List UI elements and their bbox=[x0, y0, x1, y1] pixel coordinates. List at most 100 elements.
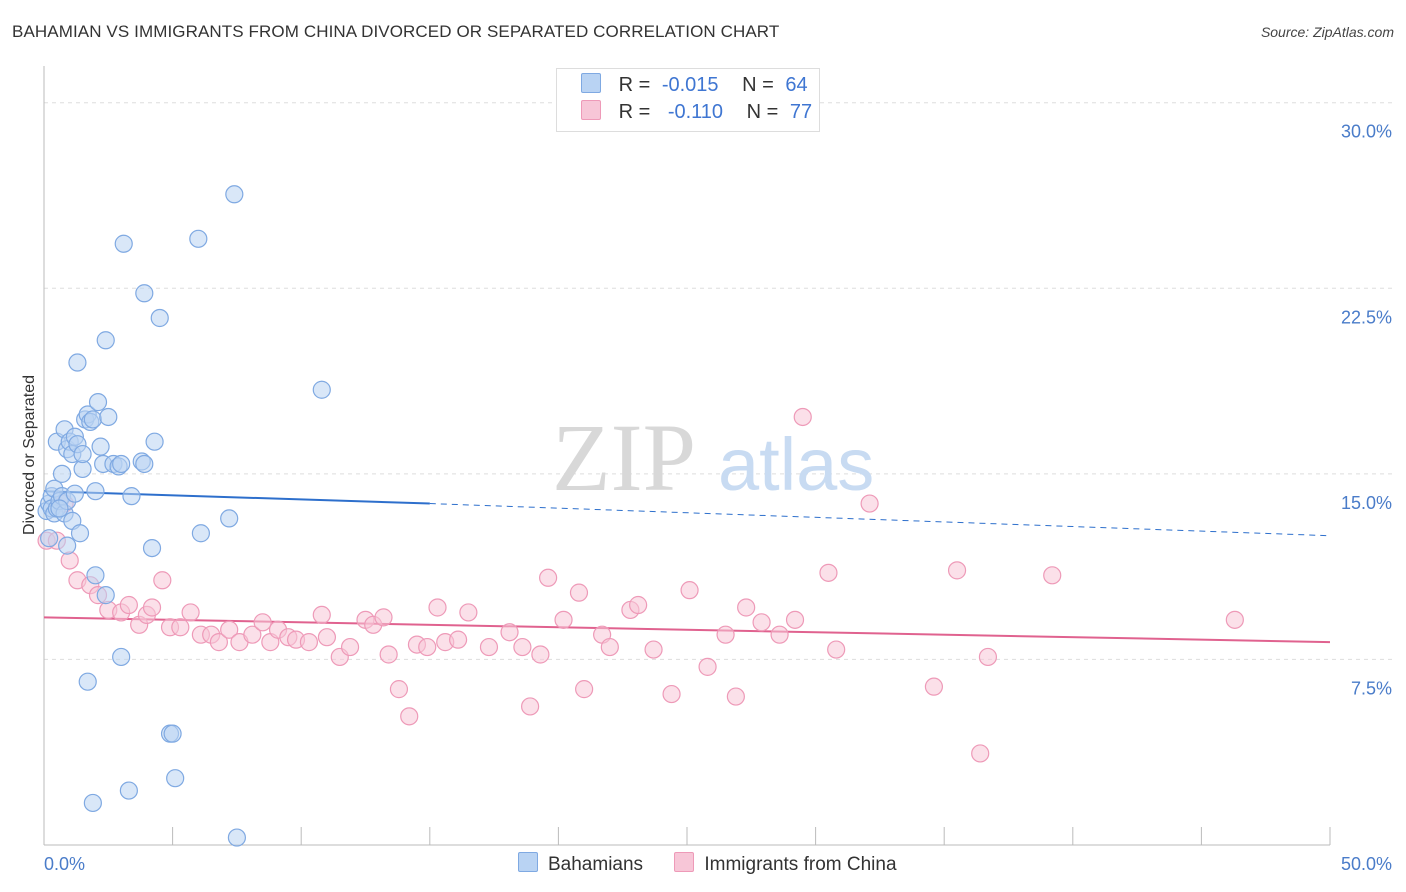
data-point-bahamians bbox=[189, 229, 208, 248]
data-point-china bbox=[312, 605, 331, 625]
data-point-china bbox=[209, 633, 228, 652]
data-point-china bbox=[243, 625, 262, 644]
legend-item-bahamians: Bahamians bbox=[518, 852, 643, 876]
legend-item-china: Immigrants from China bbox=[674, 852, 897, 876]
data-point-bahamians bbox=[40, 529, 59, 548]
data-point-china bbox=[971, 744, 990, 763]
data-point-china bbox=[752, 613, 771, 632]
data-point-china bbox=[253, 613, 272, 632]
data-point-china bbox=[448, 630, 468, 649]
data-point-bahamians bbox=[312, 380, 331, 399]
legend-n-value: 64 bbox=[785, 74, 808, 96]
data-point-china bbox=[340, 637, 360, 657]
data-point-bahamians bbox=[145, 432, 164, 451]
data-point-bahamians bbox=[119, 781, 138, 800]
data-point-china bbox=[181, 603, 200, 622]
data-point-china bbox=[60, 551, 79, 570]
data-point-china bbox=[698, 657, 717, 676]
data-point-china bbox=[793, 407, 812, 427]
legend-swatch-pink bbox=[581, 100, 601, 120]
data-point-china bbox=[539, 568, 558, 587]
data-point-bahamians bbox=[227, 828, 246, 847]
legend-n-label: N = bbox=[746, 101, 779, 123]
data-point-china bbox=[680, 581, 699, 600]
y-tick-label: 22.5% bbox=[1341, 307, 1392, 327]
data-point-china bbox=[531, 645, 550, 664]
tick-labels: 7.5% 15.0% 22.5% 30.0% 0.0% 50.0% bbox=[44, 122, 1392, 874]
legend-r-label: R = bbox=[618, 101, 651, 123]
x-tick-label: 0.0% bbox=[44, 854, 85, 874]
data-point-bahamians bbox=[225, 185, 244, 204]
data-point-china bbox=[459, 603, 478, 622]
data-point-bahamians bbox=[83, 793, 102, 813]
series-legend: Bahamians Immigrants from China bbox=[518, 852, 923, 876]
data-point-china bbox=[737, 598, 756, 617]
legend-row-bahamians: R = -0.015 N = 64 bbox=[581, 73, 808, 99]
y-tick-label: 15.0% bbox=[1341, 493, 1392, 513]
y-axis-label: Divorced or Separated bbox=[21, 375, 38, 535]
data-point-china bbox=[418, 637, 437, 657]
data-point-bahamians bbox=[150, 308, 169, 328]
data-point-china bbox=[142, 598, 162, 617]
data-point-china bbox=[479, 637, 499, 657]
data-point-china bbox=[785, 610, 805, 629]
legend-swatch-china bbox=[674, 852, 695, 872]
points-bahamians bbox=[37, 185, 331, 847]
data-point-bahamians bbox=[135, 284, 154, 303]
data-point-china bbox=[220, 620, 239, 639]
data-point-china bbox=[600, 637, 619, 657]
data-point-china bbox=[662, 684, 681, 704]
data-point-china bbox=[428, 598, 447, 617]
data-point-bahamians bbox=[68, 353, 87, 372]
data-point-china bbox=[770, 625, 789, 644]
trend-line-bahamians-extension bbox=[429, 503, 1331, 537]
data-point-china bbox=[860, 494, 879, 513]
data-point-china bbox=[716, 625, 735, 644]
data-point-china bbox=[379, 645, 398, 664]
data-point-bahamians bbox=[99, 407, 118, 427]
data-point-bahamians bbox=[135, 454, 154, 474]
data-point-china bbox=[513, 637, 532, 657]
data-point-bahamians bbox=[86, 566, 105, 585]
legend-swatch-bahamians bbox=[518, 852, 538, 872]
data-point-china bbox=[629, 595, 648, 615]
data-point-bahamians bbox=[96, 586, 115, 605]
data-point-china bbox=[978, 647, 998, 667]
data-point-china bbox=[1225, 610, 1244, 629]
grid-lines bbox=[44, 102, 1392, 660]
data-point-bahamians bbox=[163, 724, 182, 743]
data-point-bahamians bbox=[50, 499, 69, 518]
legend-label-china: Immigrants from China bbox=[704, 854, 897, 875]
data-point-bahamians bbox=[114, 234, 133, 253]
y-tick-label: 30.0% bbox=[1341, 122, 1392, 142]
data-point-china bbox=[171, 618, 190, 637]
data-point-bahamians bbox=[78, 672, 97, 691]
source-label: Source: ZipAtlas.com bbox=[1260, 24, 1394, 40]
data-point-china bbox=[827, 640, 846, 659]
data-point-china bbox=[521, 697, 540, 716]
data-point-bahamians bbox=[91, 437, 110, 456]
data-point-bahamians bbox=[112, 647, 131, 667]
data-point-china bbox=[947, 561, 967, 580]
chart-title: BAHAMIAN VS IMMIGRANTS FROM CHINA DIVORC… bbox=[12, 22, 780, 41]
data-point-bahamians bbox=[191, 524, 210, 543]
data-point-china bbox=[924, 677, 944, 696]
data-point-bahamians bbox=[73, 444, 92, 464]
watermark-zip: ZIP bbox=[552, 404, 696, 511]
data-point-bahamians bbox=[96, 331, 115, 350]
data-point-bahamians bbox=[70, 524, 90, 543]
legend-swatch-blue bbox=[581, 73, 601, 93]
data-point-china bbox=[500, 623, 519, 642]
data-point-bahamians bbox=[166, 769, 185, 788]
data-point-china bbox=[1043, 566, 1062, 585]
data-point-china bbox=[819, 563, 838, 582]
data-point-china bbox=[575, 680, 594, 699]
x-tick-label: 50.0% bbox=[1341, 854, 1392, 874]
watermark-atlas: atlas bbox=[718, 423, 874, 506]
data-point-bahamians bbox=[83, 410, 102, 429]
data-point-china bbox=[569, 583, 589, 602]
data-point-bahamians bbox=[86, 482, 105, 501]
data-point-china bbox=[644, 640, 663, 659]
trend-line-bahamians bbox=[43, 490, 430, 505]
